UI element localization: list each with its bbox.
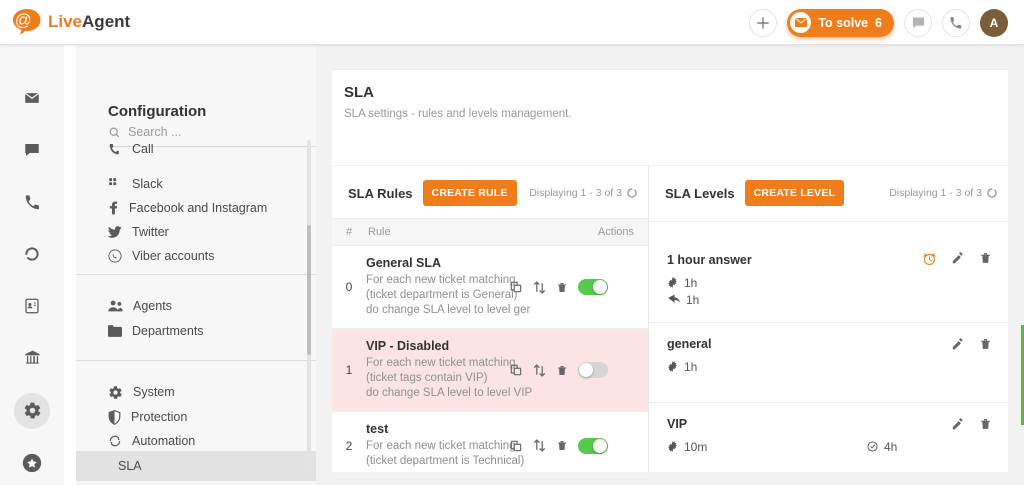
svg-text:@: @ (15, 12, 32, 30)
